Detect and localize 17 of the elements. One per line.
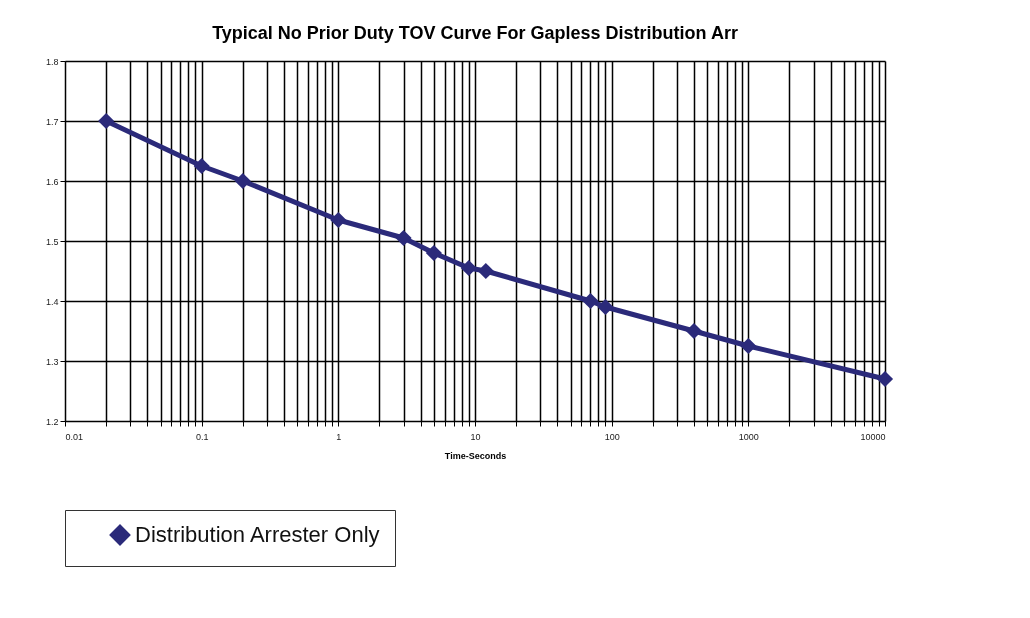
y-tick-label: 1.3 (45, 356, 59, 367)
y-tick-label: 1.4 (45, 296, 59, 307)
x-tick-label: 10 (470, 431, 481, 442)
x-tick-label: 1000 (738, 431, 759, 442)
y-tick-label: 1.5 (45, 236, 59, 247)
y-tick-label: 1.2 (45, 416, 59, 427)
x-tick-label: 10000 (860, 431, 886, 442)
x-tick-label: 0.1 (195, 431, 209, 442)
y-tick-label: 1.8 (45, 56, 59, 67)
x-axis-title: Time-Seconds (444, 450, 507, 461)
y-tick-label: 1.7 (45, 116, 59, 127)
x-tick-label: 100 (604, 431, 620, 442)
x-tick-label: 0.01 (65, 431, 84, 442)
legend-label: Distribution Arrester Only (135, 522, 380, 547)
chart-title: Typical No Prior Duty TOV Curve For Gapless Distribution Arr (212, 23, 738, 43)
y-tick-label: 1.6 (45, 176, 59, 187)
x-tick-label: 1 (336, 431, 342, 442)
